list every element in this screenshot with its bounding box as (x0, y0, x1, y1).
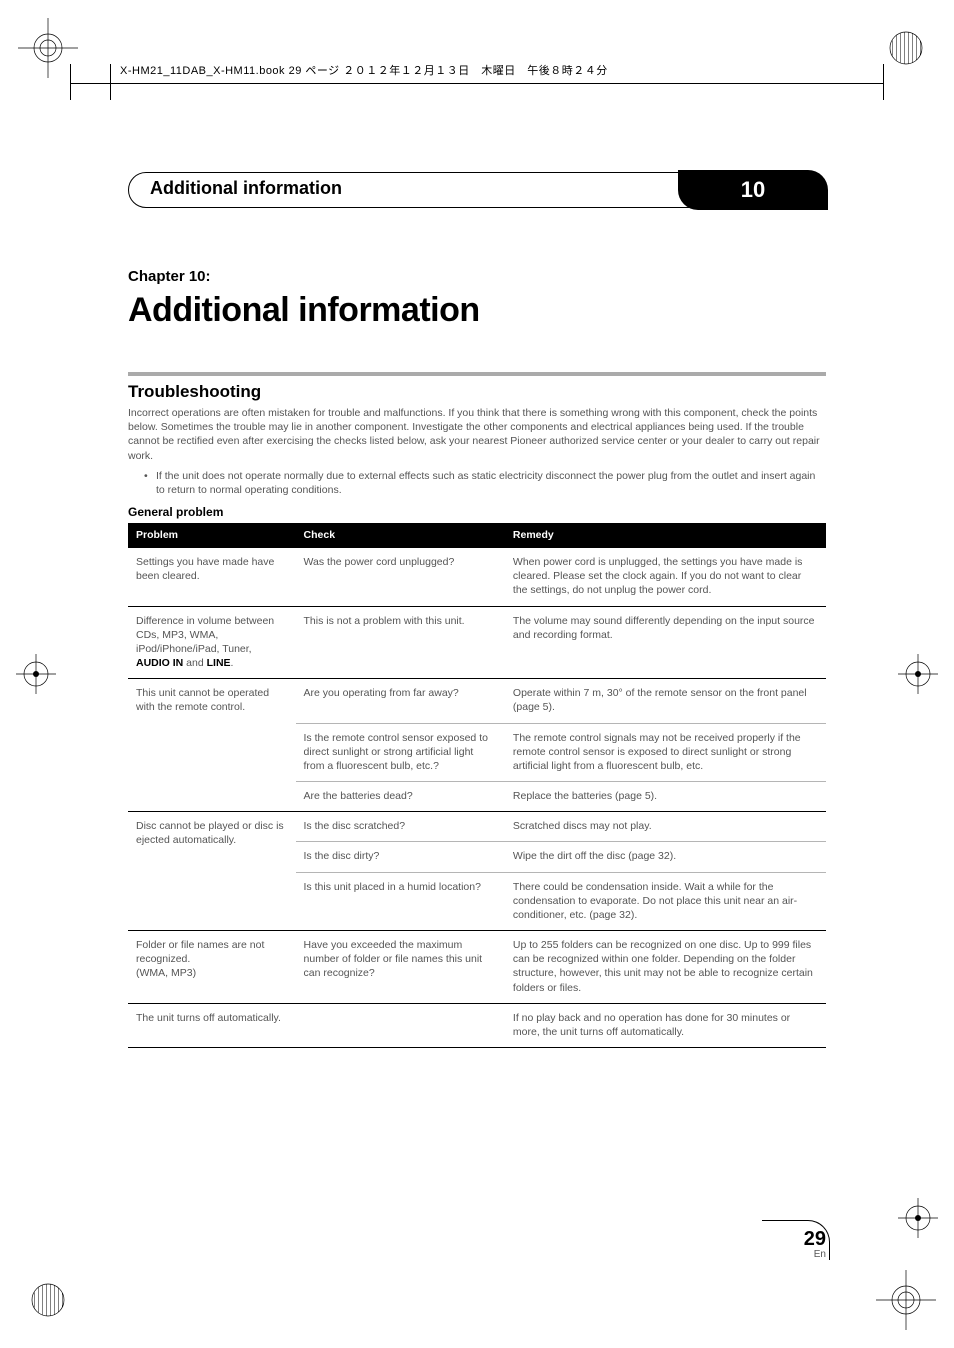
regmark-top-right (876, 18, 936, 78)
chapter-title: Additional information (128, 291, 826, 330)
cell-check: Is the disc scratched? (296, 812, 505, 842)
cell-check: Is the disc dirty? (296, 842, 505, 872)
table-row: Settings you have made have been cleared… (128, 548, 826, 607)
section-bullet: • If the unit does not operate normally … (128, 469, 826, 497)
cell-check: Is the remote control sensor exposed to … (296, 723, 505, 782)
regmark-top-left (18, 18, 78, 78)
table-row: This unit cannot be operated with the re… (128, 679, 826, 723)
cell-problem: Difference in volume between CDs, MP3, W… (128, 606, 296, 679)
th-check: Check (296, 523, 505, 548)
bullet-text: If the unit does not operate normally du… (156, 469, 826, 497)
cell-remedy: Scratched discs may not play. (505, 812, 826, 842)
table-row: The unit turns off automatically. If no p… (128, 1003, 826, 1047)
table-row: Disc cannot be played or disc is ejected… (128, 812, 826, 842)
page: X-HM21_11DAB_X-HM11.book 29 ページ ２０１２年１２月… (0, 0, 954, 1348)
cell-problem: Folder or file names are not recognized.… (128, 931, 296, 1004)
cell-remedy: Replace the batteries (page 5). (505, 782, 826, 812)
regmark-bottom-right (876, 1270, 936, 1330)
cell-problem: This unit cannot be operated with the re… (128, 679, 296, 812)
th-remedy: Remedy (505, 523, 826, 548)
cell-remedy: The remote control signals may not be re… (505, 723, 826, 782)
cell-problem: The unit turns off automatically. (128, 1003, 296, 1047)
section-rule (128, 372, 826, 376)
cell-problem: Disc cannot be played or disc is ejected… (128, 812, 296, 931)
th-problem: Problem (128, 523, 296, 548)
cell-check: This is not a problem with this unit. (296, 606, 505, 679)
cell-remedy: Up to 255 folders can be recognized on o… (505, 931, 826, 1004)
regmark-right-mid (888, 644, 948, 704)
table-row: Difference in volume between CDs, MP3, W… (128, 606, 826, 679)
chapter-number: 10 (741, 177, 765, 203)
regmark-bottom-left (18, 1270, 78, 1330)
table-header-row: Problem Check Remedy (128, 523, 826, 548)
cell-check: Was the power cord unplugged? (296, 548, 505, 607)
cell-remedy: There could be condensation inside. Wait… (505, 872, 826, 931)
chapter-number-pill: 10 (678, 170, 828, 210)
printer-slug-line (70, 82, 884, 84)
cell-check: Are you operating from far away? (296, 679, 505, 723)
cell-remedy: If no play back and no operation has don… (505, 1003, 826, 1047)
cell-remedy: The volume may sound differently dependi… (505, 606, 826, 679)
cell-check: Are the batteries dead? (296, 782, 505, 812)
cell-remedy: When power cord is unplugged, the settin… (505, 548, 826, 607)
regmark-right-low (888, 1188, 948, 1248)
page-number: 29 (766, 1228, 826, 1251)
table-body: Settings you have made have been cleared… (128, 548, 826, 1048)
content-area: Chapter 10: Additional information Troub… (128, 268, 826, 1048)
cell-problem: Settings you have made have been cleared… (128, 548, 296, 607)
cell-remedy: Wipe the dirt off the disc (page 32). (505, 842, 826, 872)
cell-check: Is this unit placed in a humid location? (296, 872, 505, 931)
bullet-dot: • (144, 469, 156, 497)
chapter-label: Chapter 10: (128, 268, 826, 285)
chapter-header-title: Additional information (150, 178, 342, 199)
page-number-block: 29 En (766, 1228, 826, 1260)
chapter-header: Additional information 10 (128, 172, 826, 208)
section-title: Troubleshooting (128, 382, 826, 402)
regmark-left-mid (6, 644, 66, 704)
cell-remedy: Operate within 7 m, 30° of the remote se… (505, 679, 826, 723)
printer-slug-text: X-HM21_11DAB_X-HM11.book 29 ページ ２０１２年１２月… (120, 62, 608, 78)
table-row: Folder or file names are not recognized.… (128, 931, 826, 1004)
cell-check: Have you exceeded the maximum number of … (296, 931, 505, 1004)
section-subhead: General problem (128, 505, 826, 519)
cell-check (296, 1003, 505, 1047)
section-intro: Incorrect operations are often mistaken … (128, 406, 826, 463)
troubleshoot-table: Problem Check Remedy Settings you have m… (128, 523, 826, 1048)
